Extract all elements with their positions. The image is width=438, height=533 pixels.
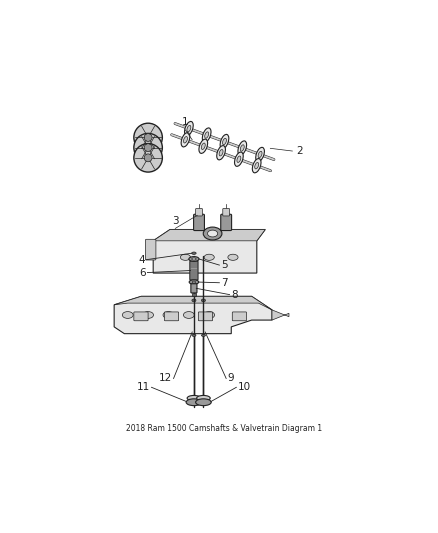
Ellipse shape — [237, 156, 241, 163]
Ellipse shape — [196, 399, 211, 406]
Ellipse shape — [184, 136, 187, 143]
Ellipse shape — [192, 299, 196, 302]
Ellipse shape — [223, 139, 226, 145]
Polygon shape — [272, 310, 289, 320]
Ellipse shape — [256, 147, 265, 161]
Ellipse shape — [181, 133, 190, 147]
Ellipse shape — [134, 133, 162, 162]
Ellipse shape — [143, 312, 154, 318]
Text: 5: 5 — [221, 260, 228, 270]
Ellipse shape — [201, 143, 205, 149]
Ellipse shape — [186, 399, 202, 406]
Ellipse shape — [187, 395, 201, 401]
Ellipse shape — [187, 125, 191, 132]
Ellipse shape — [189, 280, 199, 284]
FancyBboxPatch shape — [196, 208, 202, 216]
Ellipse shape — [184, 312, 194, 318]
Ellipse shape — [134, 123, 162, 152]
Polygon shape — [153, 230, 265, 241]
FancyBboxPatch shape — [134, 312, 148, 321]
Polygon shape — [114, 296, 272, 310]
Ellipse shape — [122, 312, 133, 318]
Text: 7: 7 — [221, 278, 228, 288]
Text: 10: 10 — [238, 382, 251, 392]
Ellipse shape — [252, 158, 261, 173]
Ellipse shape — [192, 281, 196, 283]
Ellipse shape — [189, 256, 199, 261]
Polygon shape — [114, 296, 272, 334]
Ellipse shape — [220, 134, 229, 149]
Ellipse shape — [255, 163, 258, 169]
Ellipse shape — [217, 146, 226, 160]
Text: 2018 Ram 1500 Camshafts & Valvetrain Diagram 1: 2018 Ram 1500 Camshafts & Valvetrain Dia… — [127, 424, 322, 433]
Ellipse shape — [192, 252, 196, 254]
Ellipse shape — [134, 143, 162, 172]
Ellipse shape — [205, 132, 208, 138]
FancyBboxPatch shape — [223, 208, 230, 216]
FancyBboxPatch shape — [194, 214, 205, 231]
Ellipse shape — [240, 145, 244, 151]
Ellipse shape — [238, 141, 247, 155]
FancyBboxPatch shape — [198, 312, 212, 321]
Text: 3: 3 — [172, 216, 179, 225]
Text: 12: 12 — [159, 374, 172, 383]
Ellipse shape — [234, 152, 243, 166]
Ellipse shape — [199, 139, 208, 154]
Text: 11: 11 — [137, 382, 150, 392]
Ellipse shape — [202, 128, 211, 142]
Ellipse shape — [184, 122, 193, 136]
Ellipse shape — [144, 144, 152, 151]
Ellipse shape — [144, 154, 152, 161]
Ellipse shape — [180, 254, 191, 260]
Ellipse shape — [201, 299, 205, 302]
FancyBboxPatch shape — [190, 261, 198, 280]
Ellipse shape — [144, 134, 152, 141]
Ellipse shape — [204, 254, 214, 260]
Text: 2: 2 — [296, 146, 302, 156]
FancyBboxPatch shape — [192, 293, 196, 296]
FancyBboxPatch shape — [232, 312, 247, 321]
FancyBboxPatch shape — [221, 214, 232, 231]
Polygon shape — [153, 230, 265, 273]
Text: 9: 9 — [228, 374, 234, 383]
Ellipse shape — [203, 227, 222, 240]
Ellipse shape — [258, 151, 262, 158]
Ellipse shape — [163, 312, 174, 318]
Ellipse shape — [228, 254, 238, 260]
FancyBboxPatch shape — [145, 239, 156, 260]
Text: 1: 1 — [182, 117, 189, 127]
Text: 6: 6 — [139, 268, 146, 278]
Text: 4: 4 — [138, 255, 145, 265]
FancyBboxPatch shape — [164, 312, 179, 321]
Ellipse shape — [208, 230, 218, 237]
Ellipse shape — [192, 258, 196, 260]
FancyBboxPatch shape — [191, 284, 197, 293]
Ellipse shape — [201, 334, 205, 336]
Ellipse shape — [192, 334, 196, 336]
Text: 8: 8 — [231, 289, 238, 300]
Ellipse shape — [204, 312, 215, 318]
Ellipse shape — [219, 150, 223, 156]
Ellipse shape — [197, 395, 210, 401]
